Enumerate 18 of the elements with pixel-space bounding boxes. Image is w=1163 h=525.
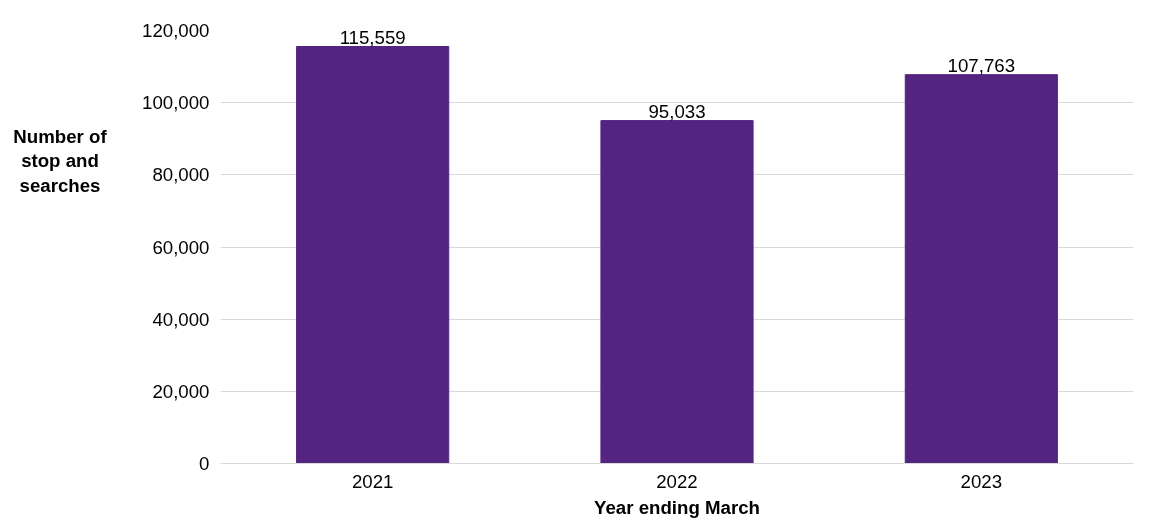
y-axis-title: Number of stop and searches (12, 125, 108, 198)
data-label: 107,763 (947, 54, 1016, 76)
bar (600, 120, 754, 464)
data-label: 95,033 (648, 100, 706, 122)
y-tick-label: 0 (199, 453, 210, 474)
x-tick-label: 2022 (656, 470, 698, 492)
y-tick-label: 120,000 (142, 20, 210, 41)
x-tick-label: 2023 (960, 470, 1003, 492)
y-tick-label: 20,000 (152, 380, 210, 402)
x-tick-label: 2021 (351, 470, 394, 492)
bar (904, 74, 1058, 464)
y-tick-label: 80,000 (152, 164, 210, 186)
x-axis-title: Year ending March (594, 496, 760, 518)
y-tick-label: 40,000 (152, 308, 210, 330)
y-tick-label: 60,000 (152, 236, 210, 258)
y-tick-label: 100,000 (142, 92, 210, 114)
data-label: 115,559 (339, 26, 406, 48)
bar (296, 46, 450, 464)
